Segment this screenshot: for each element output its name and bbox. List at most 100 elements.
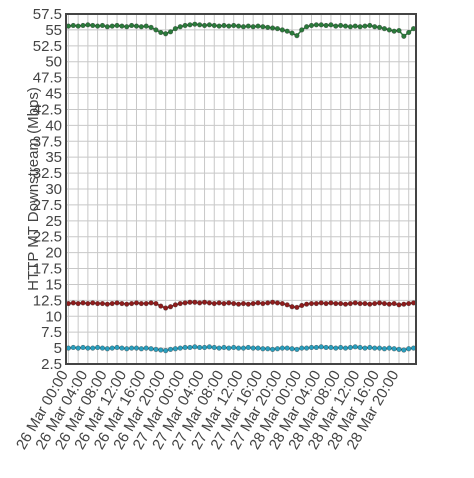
data-point	[367, 301, 373, 307]
data-point	[235, 301, 242, 307]
data-point	[352, 300, 358, 306]
data-point	[206, 300, 213, 306]
data-point	[201, 344, 208, 351]
data-point	[231, 344, 237, 351]
data-point	[75, 345, 81, 351]
data-point	[284, 28, 290, 34]
data-point	[308, 22, 315, 29]
data-point	[143, 345, 149, 351]
data-point	[318, 344, 324, 350]
data-point	[250, 300, 256, 307]
data-point	[323, 344, 329, 351]
y-tick-label: 45	[45, 86, 62, 103]
data-point	[75, 300, 81, 307]
data-point	[235, 345, 242, 351]
y-tick-label: 17.5	[33, 261, 62, 278]
data-point	[240, 300, 247, 307]
data-point	[90, 300, 96, 306]
data-point	[221, 300, 227, 307]
data-point	[372, 300, 378, 307]
data-point	[240, 345, 247, 351]
data-point	[245, 23, 251, 29]
data-point	[163, 31, 169, 37]
data-point	[167, 29, 174, 35]
data-point	[406, 29, 412, 36]
data-point	[255, 345, 261, 351]
data-point	[274, 300, 281, 306]
y-axis-title: HTTP MT Downstream (Mbps)	[25, 87, 42, 291]
data-point	[138, 24, 144, 30]
data-point	[85, 300, 91, 307]
data-point	[279, 345, 285, 351]
data-point	[182, 300, 188, 306]
data-point	[143, 23, 149, 29]
data-point	[328, 300, 334, 306]
data-point	[396, 302, 402, 308]
data-point	[114, 344, 120, 351]
data-point	[352, 344, 358, 350]
data-point	[192, 299, 198, 305]
data-point	[148, 24, 154, 30]
y-tick-label: 55	[45, 22, 62, 39]
data-point	[216, 345, 222, 351]
data-point	[294, 304, 300, 310]
data-point	[153, 346, 159, 352]
data-point	[138, 346, 144, 352]
data-point	[372, 345, 378, 351]
data-point	[197, 22, 203, 28]
data-point	[386, 301, 392, 307]
data-point	[289, 304, 295, 310]
data-point	[269, 25, 276, 31]
y-tick-label: 2.5	[41, 356, 62, 373]
data-point	[133, 300, 140, 306]
data-point	[250, 24, 256, 30]
data-point	[153, 300, 159, 307]
data-point	[206, 22, 213, 28]
data-point	[153, 27, 159, 33]
data-point	[85, 345, 91, 351]
data-point	[211, 300, 217, 307]
data-point	[211, 22, 217, 29]
data-point	[347, 344, 353, 351]
data-point	[401, 301, 407, 307]
data-point	[294, 33, 300, 39]
data-point	[206, 344, 213, 350]
data-point	[381, 26, 388, 32]
y-tick-label: 52.5	[33, 38, 62, 55]
data-point	[289, 30, 295, 36]
data-point	[313, 300, 319, 307]
data-point	[226, 300, 232, 306]
data-point	[109, 23, 115, 29]
data-point	[148, 346, 154, 352]
y-tick-label: 32.5	[33, 165, 62, 182]
data-point	[308, 344, 315, 351]
data-point	[158, 347, 164, 353]
data-point	[406, 300, 412, 307]
data-point	[226, 23, 232, 29]
y-tick-label: 57.5	[33, 6, 62, 23]
data-point	[109, 300, 115, 307]
data-point	[342, 301, 349, 307]
data-point	[177, 300, 183, 307]
data-point	[124, 346, 130, 352]
data-point	[391, 300, 397, 307]
data-point	[279, 300, 285, 307]
data-point	[347, 24, 353, 30]
data-point	[99, 22, 106, 29]
y-tick-label: 30	[45, 181, 62, 198]
data-point	[333, 345, 339, 351]
data-point	[138, 300, 144, 307]
data-point	[250, 345, 256, 351]
y-tick-label: 5	[54, 340, 62, 357]
data-point	[304, 24, 310, 30]
data-point	[235, 23, 242, 29]
data-point	[192, 21, 198, 27]
data-point	[396, 27, 402, 34]
y-tick-label: 7.5	[41, 324, 62, 341]
data-point	[85, 22, 91, 28]
y-tick-label: 42.5	[33, 101, 62, 118]
data-point	[172, 26, 178, 32]
data-point	[391, 346, 397, 352]
data-point	[338, 22, 344, 29]
